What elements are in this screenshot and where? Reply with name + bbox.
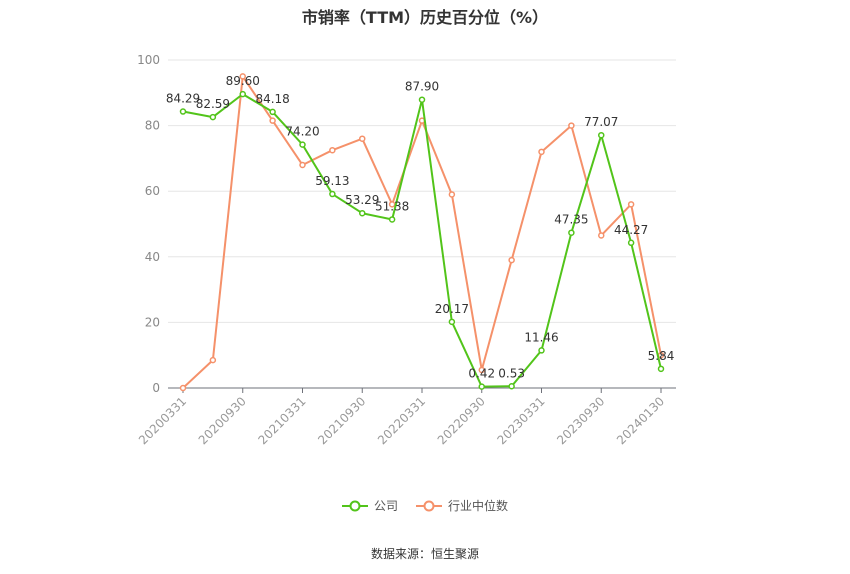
y-tick-label: 0 [152, 381, 160, 395]
data-point-1 [448, 191, 456, 198]
x-tick-label: 20220930 [435, 394, 488, 447]
data-label: 44.27 [614, 223, 648, 237]
data-point-1 [299, 161, 306, 169]
data-point-0 [508, 383, 515, 390]
data-point-1 [568, 122, 575, 129]
data-point-1 [388, 201, 396, 208]
data-point-1 [329, 146, 336, 154]
data-point-0 [448, 318, 456, 326]
data-point-1 [508, 256, 515, 264]
legend-marker-company [341, 500, 368, 511]
data-label: 87.90 [405, 80, 439, 94]
x-tick-label: 20200930 [196, 394, 249, 447]
legend-item-industry-median[interactable]: 行业中位数 [416, 497, 508, 514]
y-tick-label: 80 [145, 119, 160, 133]
x-tick-label: 20210331 [256, 394, 309, 447]
data-label: 84.18 [255, 92, 289, 106]
legend-item-company[interactable]: 公司 [341, 497, 398, 514]
axis-layer: 0 20 40 60 80 100 20200331 20200930 20210331 2021… [136, 53, 676, 447]
data-label: 84.29 [166, 92, 200, 106]
data-label: 51.38 [375, 199, 409, 213]
data-point-1 [538, 148, 545, 156]
data-point-0 [359, 209, 366, 217]
data-label: 89.60 [226, 74, 260, 88]
data-label: 0.53 [498, 366, 525, 380]
data-point-1 [598, 232, 605, 239]
legend-marker-industry-median [416, 500, 442, 511]
line-chart: 0 20 40 60 80 100 20200331 20200930 20210331 2021… [136, 53, 676, 447]
data-label: 59.13 [315, 174, 349, 188]
data-point-0 [538, 347, 545, 354]
data-point-0 [418, 96, 426, 103]
legend: 公司 行业中位数 [0, 497, 850, 514]
data-point-0 [329, 190, 336, 198]
x-tick-label: 20230331 [495, 394, 548, 447]
legend-label-industry-median: 行业中位数 [448, 499, 509, 513]
data-label: 20.17 [435, 302, 469, 316]
data-point-0 [598, 131, 605, 139]
series-line-0 [182, 93, 662, 388]
data-label: 11.46 [524, 330, 558, 344]
x-tick-label: 20230930 [554, 394, 607, 447]
data-point-1 [209, 356, 217, 364]
data-point-0 [388, 216, 396, 223]
chart-title: 市销率（TTM）历史百分位（%） [301, 8, 549, 27]
data-point-0 [478, 383, 485, 390]
data-point-0 [627, 239, 635, 247]
data-label: 0.42 [468, 367, 495, 381]
data-point-0 [657, 365, 665, 373]
data-label: 74.20 [285, 125, 319, 139]
legend-label-company: 公司 [373, 499, 398, 513]
data-point-0 [179, 108, 187, 115]
data-label: 77.07 [584, 115, 618, 129]
x-tick-label: 20200331 [136, 394, 189, 447]
data-point-0 [209, 113, 217, 121]
data-point-1 [359, 135, 366, 142]
data-point-0 [568, 229, 575, 236]
y-tick-label: 40 [145, 250, 160, 264]
y-tick-label: 20 [145, 315, 160, 329]
grid-layer [168, 59, 676, 323]
data-point-1 [627, 201, 635, 208]
data-label: 82.59 [196, 97, 230, 111]
data-point-1 [179, 384, 187, 392]
data-label: 5.84 [648, 349, 675, 363]
data-point-1 [239, 73, 246, 80]
series-layer [179, 73, 665, 392]
data-point-1 [478, 366, 485, 374]
data-point-1 [269, 117, 276, 124]
y-tick-label: 100 [137, 53, 160, 67]
data-label: 47.35 [554, 213, 588, 227]
x-tick-label: 20220331 [375, 394, 428, 447]
data-source: 数据来源：恒生聚源 [370, 547, 479, 561]
data-label: 53.29 [345, 193, 379, 207]
data-point-0 [299, 141, 306, 148]
data-point-0 [269, 108, 276, 116]
x-tick-label: 20240130 [614, 394, 667, 447]
y-tick-label: 60 [145, 184, 160, 198]
x-tick-label: 20210930 [315, 394, 368, 447]
data-point-0 [239, 90, 246, 98]
